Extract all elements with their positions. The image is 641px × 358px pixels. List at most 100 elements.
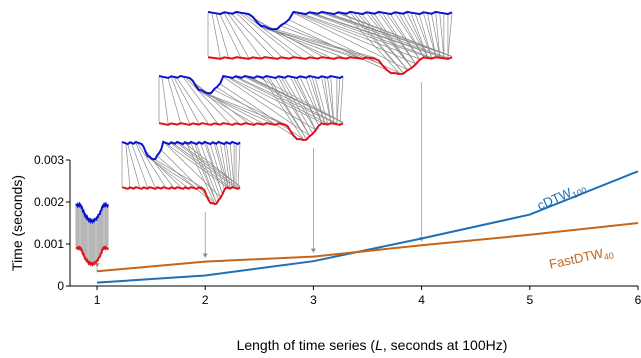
alignment-line	[125, 144, 131, 187]
alignment-line	[435, 12, 441, 57]
lower-series-curve	[207, 56, 453, 76]
alignment-line	[229, 78, 316, 130]
alignment-line	[229, 144, 235, 187]
alignment-line	[141, 144, 174, 188]
alignment-line	[277, 29, 375, 58]
series-line-cdtw	[96, 170, 639, 284]
alignment-line	[431, 14, 441, 57]
alignment-line	[350, 12, 404, 74]
alignment-line	[299, 77, 322, 123]
alignment-inset	[75, 201, 109, 267]
alignment-line	[189, 78, 239, 124]
alignment-line	[232, 14, 274, 58]
alignment-line	[170, 77, 190, 124]
alignment-inset	[158, 74, 344, 142]
alignment-line	[131, 143, 148, 188]
alignment-line	[223, 145, 231, 188]
series-line-fastdtw	[96, 222, 639, 273]
alignment-line	[194, 144, 217, 203]
x-tick-label: 2	[202, 293, 209, 307]
alignment-line	[411, 13, 428, 58]
alignment-line	[177, 78, 209, 124]
alignment-line	[327, 78, 335, 123]
alignment-line	[217, 87, 298, 139]
alignment-line	[419, 14, 433, 58]
alignment-line	[253, 78, 344, 123]
alignment-line	[225, 143, 233, 187]
alignment-line	[272, 29, 367, 57]
alignment-line	[374, 14, 412, 68]
x-axis-title: Length of time series (L, seconds at 100…	[237, 337, 508, 353]
alignment-line	[285, 23, 392, 73]
alignment-line	[346, 14, 400, 74]
alignment-line	[214, 143, 227, 187]
alignment-line	[135, 142, 156, 188]
alignment-line	[427, 13, 437, 57]
alignment-line	[370, 13, 412, 68]
pointer-arrows	[94, 82, 425, 272]
alignment-line	[402, 14, 428, 58]
alignment-line	[339, 77, 344, 124]
x-tick-label: 5	[526, 293, 533, 307]
alignment-line	[200, 143, 221, 198]
alignment-line	[219, 14, 241, 57]
alignment-line	[210, 144, 225, 190]
alignment-line	[447, 13, 453, 58]
alignment-line	[186, 143, 215, 204]
alignment-line	[398, 13, 424, 57]
alignment-line	[219, 143, 229, 188]
alignment-line	[167, 78, 181, 123]
alignment-line	[269, 77, 307, 139]
alignment-line	[215, 14, 229, 58]
alignment-line	[311, 77, 325, 124]
alignment-line	[317, 14, 444, 58]
alignment-line	[268, 29, 359, 58]
lower-series-curve	[158, 122, 344, 142]
upper-series-curve	[75, 201, 109, 225]
alignment-line	[192, 81, 249, 124]
alignment-line	[223, 76, 310, 136]
alignment-inset	[207, 10, 453, 76]
alignment-line	[211, 13, 221, 58]
alignment-line	[386, 14, 420, 60]
alignment-line	[216, 144, 229, 188]
upper-series-curve	[158, 74, 344, 95]
pointer-arrowhead	[310, 248, 316, 253]
x-tick-label: 4	[418, 293, 425, 307]
x-tick-label: 6	[635, 293, 641, 307]
pointer-arrowhead	[94, 263, 100, 268]
alignment-line	[183, 77, 218, 124]
alignment-line	[296, 78, 319, 126]
alignment-line	[382, 13, 416, 64]
alignment-line	[330, 76, 335, 123]
alignment-line	[262, 78, 304, 140]
alignment-line	[266, 76, 307, 139]
alignment-line	[190, 142, 217, 203]
alignment-line	[237, 143, 241, 188]
alignment-line	[324, 77, 332, 123]
alignment-line	[423, 13, 437, 57]
alignment-line	[228, 13, 262, 58]
alignment-line	[248, 14, 314, 58]
alignment-line	[415, 14, 432, 58]
alignment-line	[308, 76, 325, 124]
lower-series-curve	[75, 245, 109, 267]
y-tick-label: 0.003	[34, 153, 64, 167]
alignment-line	[204, 93, 273, 124]
series-label-fastdtw: FastDTW40	[548, 244, 615, 274]
insets-layer	[75, 10, 453, 267]
alignment-line	[394, 13, 424, 57]
alignment-line	[333, 14, 453, 57]
alignment-line	[406, 12, 428, 58]
lower-series-curve	[121, 186, 241, 206]
upper-series-curve	[121, 140, 241, 161]
alignment-line	[336, 79, 341, 124]
alignment-line	[362, 14, 408, 70]
alignment-line	[293, 78, 319, 126]
y-tick-label: 0.002	[34, 195, 64, 209]
alignment-line	[378, 12, 416, 64]
alignment-line	[207, 93, 282, 124]
alignment-line	[240, 13, 294, 57]
upper-series-curve	[207, 10, 453, 31]
